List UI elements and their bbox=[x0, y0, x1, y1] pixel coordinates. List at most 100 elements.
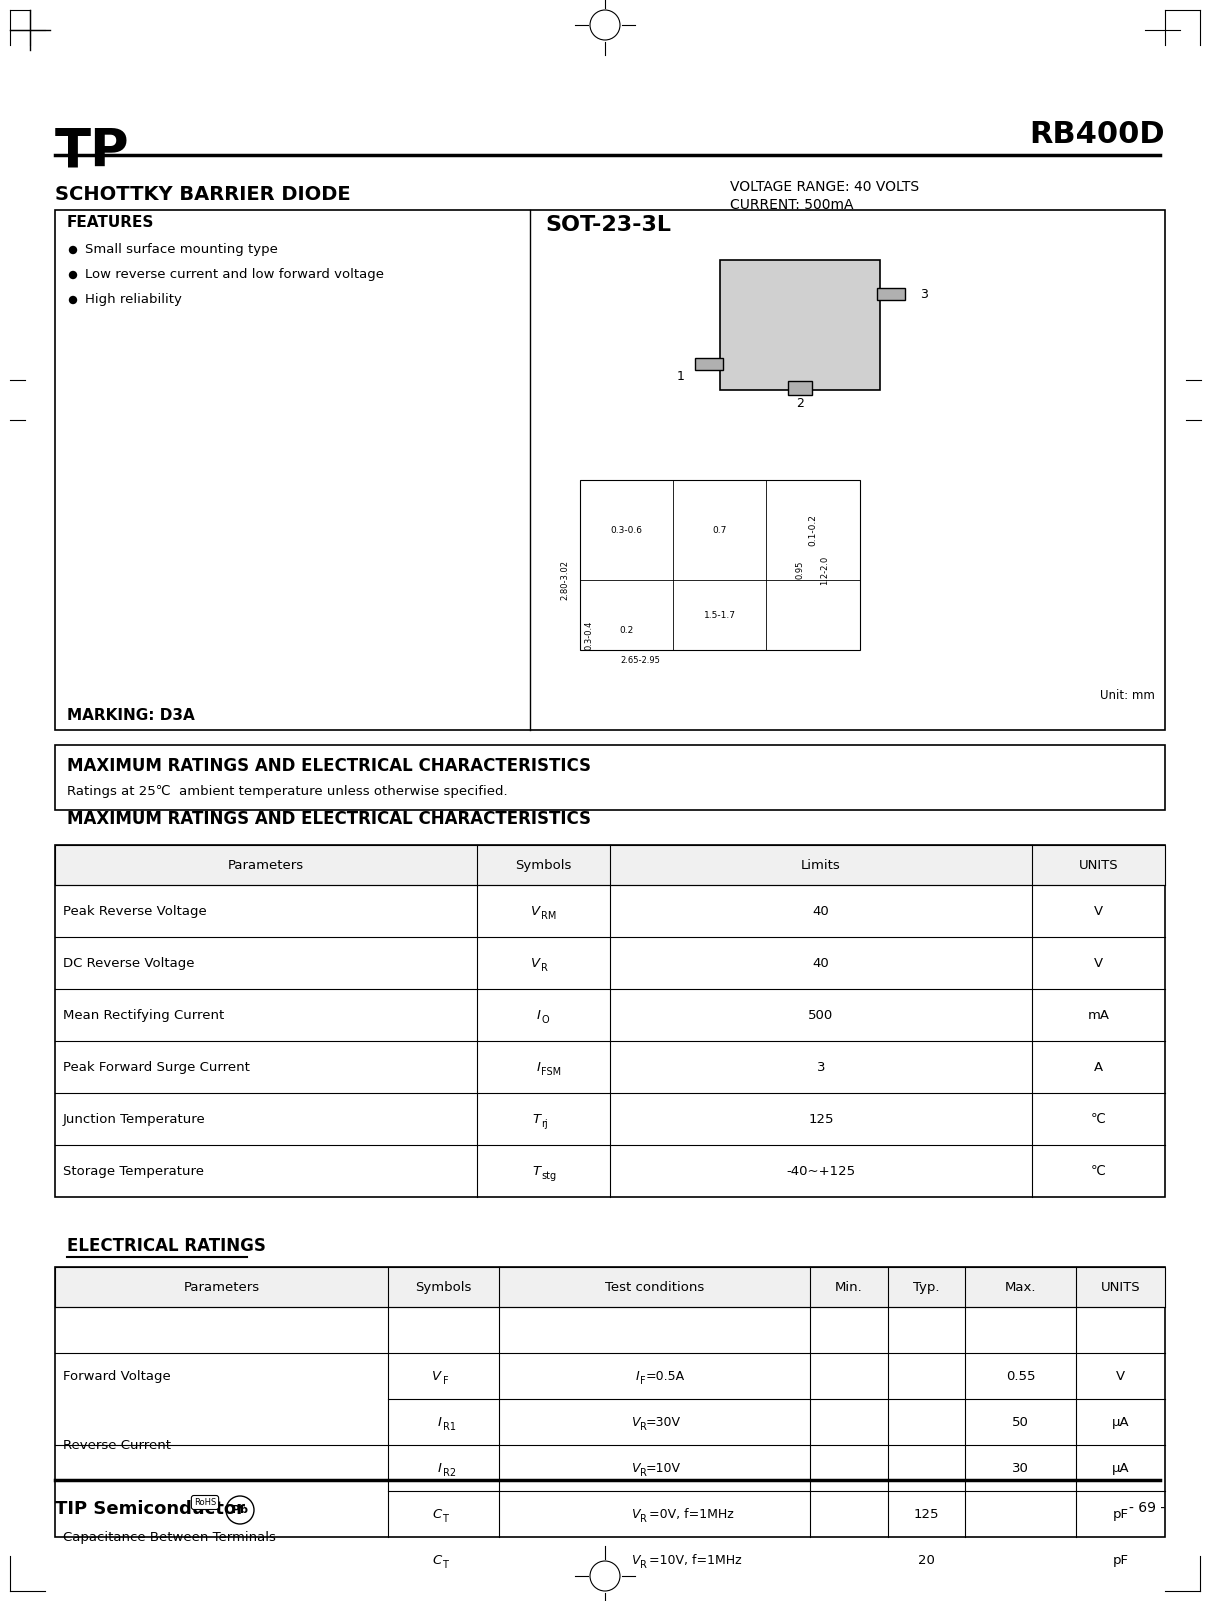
Text: I: I bbox=[536, 1009, 540, 1021]
Text: ELECTRICAL RATINGS: ELECTRICAL RATINGS bbox=[67, 1238, 266, 1255]
Circle shape bbox=[69, 272, 76, 279]
Text: 0.55: 0.55 bbox=[1006, 1369, 1035, 1383]
Text: RM: RM bbox=[541, 911, 557, 921]
Bar bbox=[580, 480, 860, 650]
Text: Unit: mm: Unit: mm bbox=[1100, 688, 1155, 701]
Text: CURRENT: 500mA: CURRENT: 500mA bbox=[730, 199, 854, 211]
Bar bbox=[788, 381, 813, 395]
Text: R: R bbox=[641, 1559, 647, 1571]
Text: R1: R1 bbox=[442, 1422, 455, 1431]
Text: O: O bbox=[541, 1015, 549, 1025]
Text: Reverse Current: Reverse Current bbox=[63, 1439, 171, 1452]
Text: V: V bbox=[532, 905, 540, 917]
Text: V: V bbox=[1094, 956, 1103, 970]
Text: V: V bbox=[631, 1462, 639, 1475]
Text: μA: μA bbox=[1112, 1462, 1130, 1475]
Text: 50: 50 bbox=[1012, 1415, 1029, 1428]
Text: VOLTAGE RANGE: 40 VOLTS: VOLTAGE RANGE: 40 VOLTS bbox=[730, 179, 919, 194]
Text: I: I bbox=[536, 1060, 540, 1074]
Text: μA: μA bbox=[1112, 1415, 1130, 1428]
Bar bbox=[695, 359, 723, 370]
Text: V: V bbox=[432, 1369, 442, 1383]
Text: 500: 500 bbox=[808, 1009, 833, 1021]
Text: Capacitance Between Terminals: Capacitance Between Terminals bbox=[63, 1531, 276, 1543]
Text: 20: 20 bbox=[918, 1553, 935, 1566]
Text: F: F bbox=[641, 1375, 645, 1386]
Text: Storage Temperature: Storage Temperature bbox=[63, 1164, 203, 1177]
Text: - 69 -: - 69 - bbox=[1129, 1502, 1165, 1515]
Text: UNITS: UNITS bbox=[1101, 1281, 1141, 1294]
Text: C: C bbox=[432, 1508, 442, 1521]
Text: MAXIMUM RATINGS AND ELECTRICAL CHARACTERISTICS: MAXIMUM RATINGS AND ELECTRICAL CHARACTER… bbox=[67, 757, 591, 775]
Text: Max.: Max. bbox=[1005, 1281, 1037, 1294]
Text: =10V: =10V bbox=[645, 1462, 681, 1475]
Text: R2: R2 bbox=[442, 1468, 455, 1478]
Text: ℃: ℃ bbox=[1091, 1113, 1106, 1126]
Text: V: V bbox=[532, 956, 540, 970]
Text: I: I bbox=[437, 1415, 442, 1428]
Text: 0.95: 0.95 bbox=[796, 560, 804, 580]
Text: pF: pF bbox=[1113, 1508, 1129, 1521]
Text: R: R bbox=[641, 1422, 647, 1431]
Text: TP: TP bbox=[54, 125, 130, 178]
Text: 0.3-0.6: 0.3-0.6 bbox=[610, 525, 642, 535]
Bar bbox=[54, 845, 1165, 885]
Text: MAXIMUM RATINGS AND ELECTRICAL CHARACTERISTICS: MAXIMUM RATINGS AND ELECTRICAL CHARACTER… bbox=[67, 810, 591, 828]
Text: rj: rj bbox=[541, 1119, 549, 1129]
Text: =10V, f=1MHz: =10V, f=1MHz bbox=[645, 1553, 742, 1566]
Text: =0.5A: =0.5A bbox=[645, 1369, 684, 1383]
Text: Min.: Min. bbox=[834, 1281, 862, 1294]
Text: Junction Temperature: Junction Temperature bbox=[63, 1113, 206, 1126]
Text: C: C bbox=[432, 1553, 442, 1566]
Text: 0.2: 0.2 bbox=[619, 626, 633, 634]
Text: Parameters: Parameters bbox=[228, 858, 304, 871]
Text: I: I bbox=[636, 1369, 639, 1383]
Text: 3: 3 bbox=[816, 1060, 825, 1074]
Text: Ratings at 25℃  ambient temperature unless otherwise specified.: Ratings at 25℃ ambient temperature unles… bbox=[67, 784, 507, 797]
Text: V: V bbox=[631, 1508, 639, 1521]
Circle shape bbox=[69, 296, 76, 304]
Text: Test conditions: Test conditions bbox=[604, 1281, 704, 1294]
Bar bbox=[721, 259, 880, 391]
Text: 1.2-2.0: 1.2-2.0 bbox=[821, 556, 830, 584]
Bar bbox=[54, 744, 1165, 810]
Text: T: T bbox=[533, 1113, 540, 1126]
Text: T: T bbox=[442, 1559, 448, 1571]
Text: 2: 2 bbox=[796, 397, 804, 410]
Text: SCHOTTKY BARRIER DIODE: SCHOTTKY BARRIER DIODE bbox=[54, 186, 351, 203]
Text: 0.3-0.4: 0.3-0.4 bbox=[585, 620, 595, 650]
Text: High reliability: High reliability bbox=[85, 293, 182, 306]
Text: SOT-23-3L: SOT-23-3L bbox=[545, 215, 671, 235]
Text: mA: mA bbox=[1087, 1009, 1109, 1021]
Text: V: V bbox=[631, 1553, 639, 1566]
Text: V: V bbox=[1094, 905, 1103, 917]
Text: Peak Forward Surge Current: Peak Forward Surge Current bbox=[63, 1060, 249, 1074]
Text: V: V bbox=[1117, 1369, 1125, 1383]
Text: 40: 40 bbox=[813, 956, 830, 970]
Text: stg: stg bbox=[541, 1170, 557, 1182]
Text: 1: 1 bbox=[677, 370, 685, 383]
Text: RoHS: RoHS bbox=[194, 1499, 216, 1507]
Text: UNITS: UNITS bbox=[1079, 858, 1118, 871]
Text: pF: pF bbox=[1113, 1553, 1129, 1566]
Bar bbox=[54, 1266, 1165, 1537]
Bar bbox=[54, 845, 1165, 1198]
Circle shape bbox=[69, 247, 76, 253]
Text: TIP Semiconductor: TIP Semiconductor bbox=[54, 1500, 245, 1518]
Text: -40~+125: -40~+125 bbox=[786, 1164, 855, 1177]
Text: Pb: Pb bbox=[233, 1505, 248, 1515]
Text: 0.7: 0.7 bbox=[713, 525, 727, 535]
Text: 125: 125 bbox=[808, 1113, 833, 1126]
Text: A: A bbox=[1094, 1060, 1103, 1074]
Text: Limits: Limits bbox=[800, 858, 840, 871]
Text: Parameters: Parameters bbox=[183, 1281, 259, 1294]
Text: Typ.: Typ. bbox=[913, 1281, 940, 1294]
Text: ℃: ℃ bbox=[1091, 1164, 1106, 1177]
Text: Symbols: Symbols bbox=[515, 858, 572, 871]
Text: Mean Rectifying Current: Mean Rectifying Current bbox=[63, 1009, 224, 1021]
Text: 2.65-2.95: 2.65-2.95 bbox=[620, 655, 660, 664]
Text: =0V, f=1MHz: =0V, f=1MHz bbox=[645, 1508, 734, 1521]
Text: Small surface mounting type: Small surface mounting type bbox=[85, 242, 277, 256]
Bar bbox=[877, 288, 905, 299]
Text: 30: 30 bbox=[1012, 1462, 1029, 1475]
